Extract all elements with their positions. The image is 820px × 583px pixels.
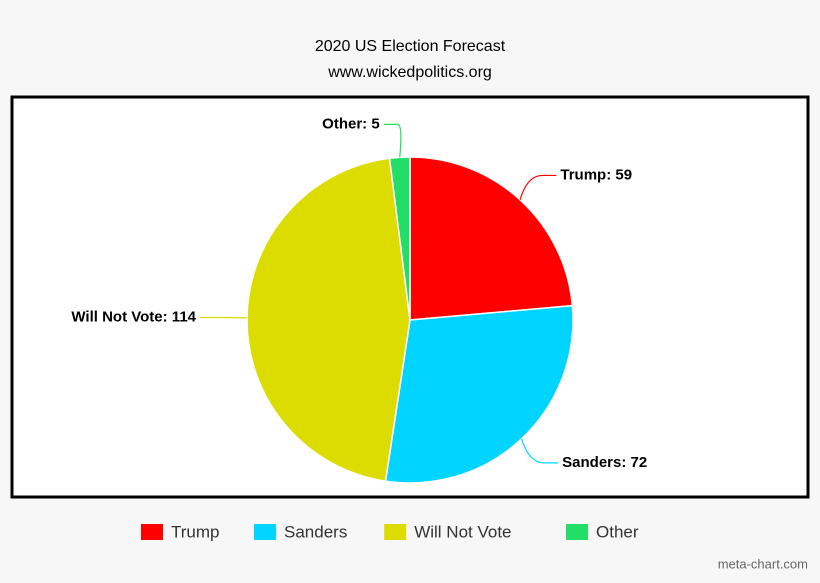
data-label: Trump: 59 <box>560 166 632 183</box>
legend-label: Trump <box>171 522 220 541</box>
legend-swatch <box>254 524 276 540</box>
legend-swatch <box>566 524 588 540</box>
data-label: Sanders: 72 <box>562 454 647 471</box>
legend-swatch <box>141 524 163 540</box>
chart-title: 2020 US Election Forecast <box>315 38 506 55</box>
legend-label: Sanders <box>284 522 347 541</box>
credit: meta-chart.com <box>718 556 808 571</box>
chart-subtitle: www.wickedpolitics.org <box>327 64 492 81</box>
leader-line <box>519 174 557 200</box>
leader-line <box>383 123 402 158</box>
legend-label: Other <box>596 522 639 541</box>
data-label: Will Not Vote: 114 <box>71 309 196 326</box>
pie-slice <box>409 156 574 321</box>
pie-slice <box>384 304 574 484</box>
legend-swatch <box>384 524 407 540</box>
data-label: Other: 5 <box>322 115 380 132</box>
legend-label: Will Not Vote <box>414 522 511 541</box>
leader-line <box>521 438 559 464</box>
